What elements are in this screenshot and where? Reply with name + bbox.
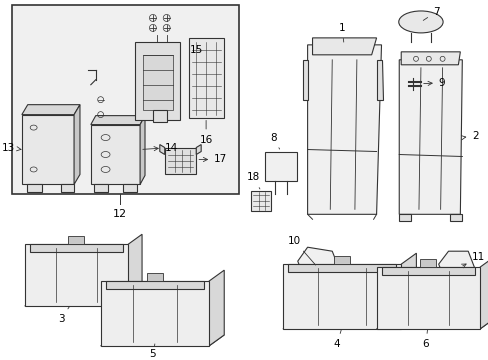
Polygon shape bbox=[376, 60, 383, 100]
Polygon shape bbox=[68, 236, 84, 244]
Polygon shape bbox=[22, 105, 80, 114]
Text: 8: 8 bbox=[269, 132, 279, 149]
Polygon shape bbox=[147, 273, 163, 281]
Text: 3: 3 bbox=[58, 306, 69, 324]
Polygon shape bbox=[376, 319, 488, 329]
Polygon shape bbox=[302, 60, 307, 100]
Polygon shape bbox=[400, 253, 416, 329]
Polygon shape bbox=[94, 184, 107, 192]
Polygon shape bbox=[105, 281, 203, 289]
Polygon shape bbox=[30, 244, 123, 252]
Polygon shape bbox=[264, 152, 296, 181]
Text: 10: 10 bbox=[287, 236, 315, 265]
Text: 9: 9 bbox=[423, 78, 445, 88]
Text: 4: 4 bbox=[333, 330, 341, 349]
Polygon shape bbox=[312, 38, 376, 55]
Text: 1: 1 bbox=[338, 23, 345, 42]
Polygon shape bbox=[438, 251, 474, 284]
Ellipse shape bbox=[398, 11, 442, 33]
Polygon shape bbox=[419, 259, 435, 267]
Polygon shape bbox=[27, 184, 41, 192]
Polygon shape bbox=[135, 42, 179, 120]
Polygon shape bbox=[209, 270, 224, 346]
Text: 14: 14 bbox=[142, 143, 178, 153]
Polygon shape bbox=[25, 296, 142, 306]
Polygon shape bbox=[22, 114, 74, 184]
Text: 5: 5 bbox=[149, 344, 156, 359]
Polygon shape bbox=[297, 247, 340, 284]
Polygon shape bbox=[91, 125, 140, 184]
Text: 17: 17 bbox=[199, 154, 227, 165]
Polygon shape bbox=[123, 184, 137, 192]
Text: 18: 18 bbox=[246, 172, 260, 189]
Polygon shape bbox=[164, 148, 196, 175]
Text: 7: 7 bbox=[423, 7, 439, 21]
Text: 11: 11 bbox=[461, 252, 485, 268]
Polygon shape bbox=[25, 244, 128, 306]
Polygon shape bbox=[140, 116, 145, 184]
Polygon shape bbox=[143, 55, 172, 110]
Text: 12: 12 bbox=[113, 209, 127, 219]
Polygon shape bbox=[74, 105, 80, 184]
Polygon shape bbox=[189, 38, 224, 118]
Bar bbox=[12, 5, 238, 194]
Polygon shape bbox=[449, 214, 461, 221]
Text: 15: 15 bbox=[189, 45, 202, 55]
Polygon shape bbox=[479, 257, 488, 329]
Polygon shape bbox=[283, 264, 400, 329]
Polygon shape bbox=[283, 318, 416, 329]
Text: 6: 6 bbox=[422, 330, 428, 349]
Polygon shape bbox=[91, 116, 145, 125]
Polygon shape bbox=[398, 60, 461, 214]
Polygon shape bbox=[400, 52, 459, 65]
Polygon shape bbox=[381, 267, 474, 275]
Polygon shape bbox=[376, 267, 479, 329]
Polygon shape bbox=[153, 110, 166, 122]
Polygon shape bbox=[101, 335, 224, 346]
Text: 13: 13 bbox=[1, 143, 21, 153]
Polygon shape bbox=[287, 264, 395, 272]
Polygon shape bbox=[333, 256, 349, 264]
Polygon shape bbox=[61, 184, 74, 192]
Polygon shape bbox=[251, 192, 270, 211]
Polygon shape bbox=[160, 144, 164, 154]
Text: 16: 16 bbox=[199, 120, 212, 145]
Polygon shape bbox=[128, 234, 142, 306]
Polygon shape bbox=[101, 281, 209, 346]
Polygon shape bbox=[307, 45, 381, 214]
Polygon shape bbox=[196, 144, 201, 154]
Polygon shape bbox=[398, 214, 410, 221]
Text: 2: 2 bbox=[460, 131, 478, 140]
